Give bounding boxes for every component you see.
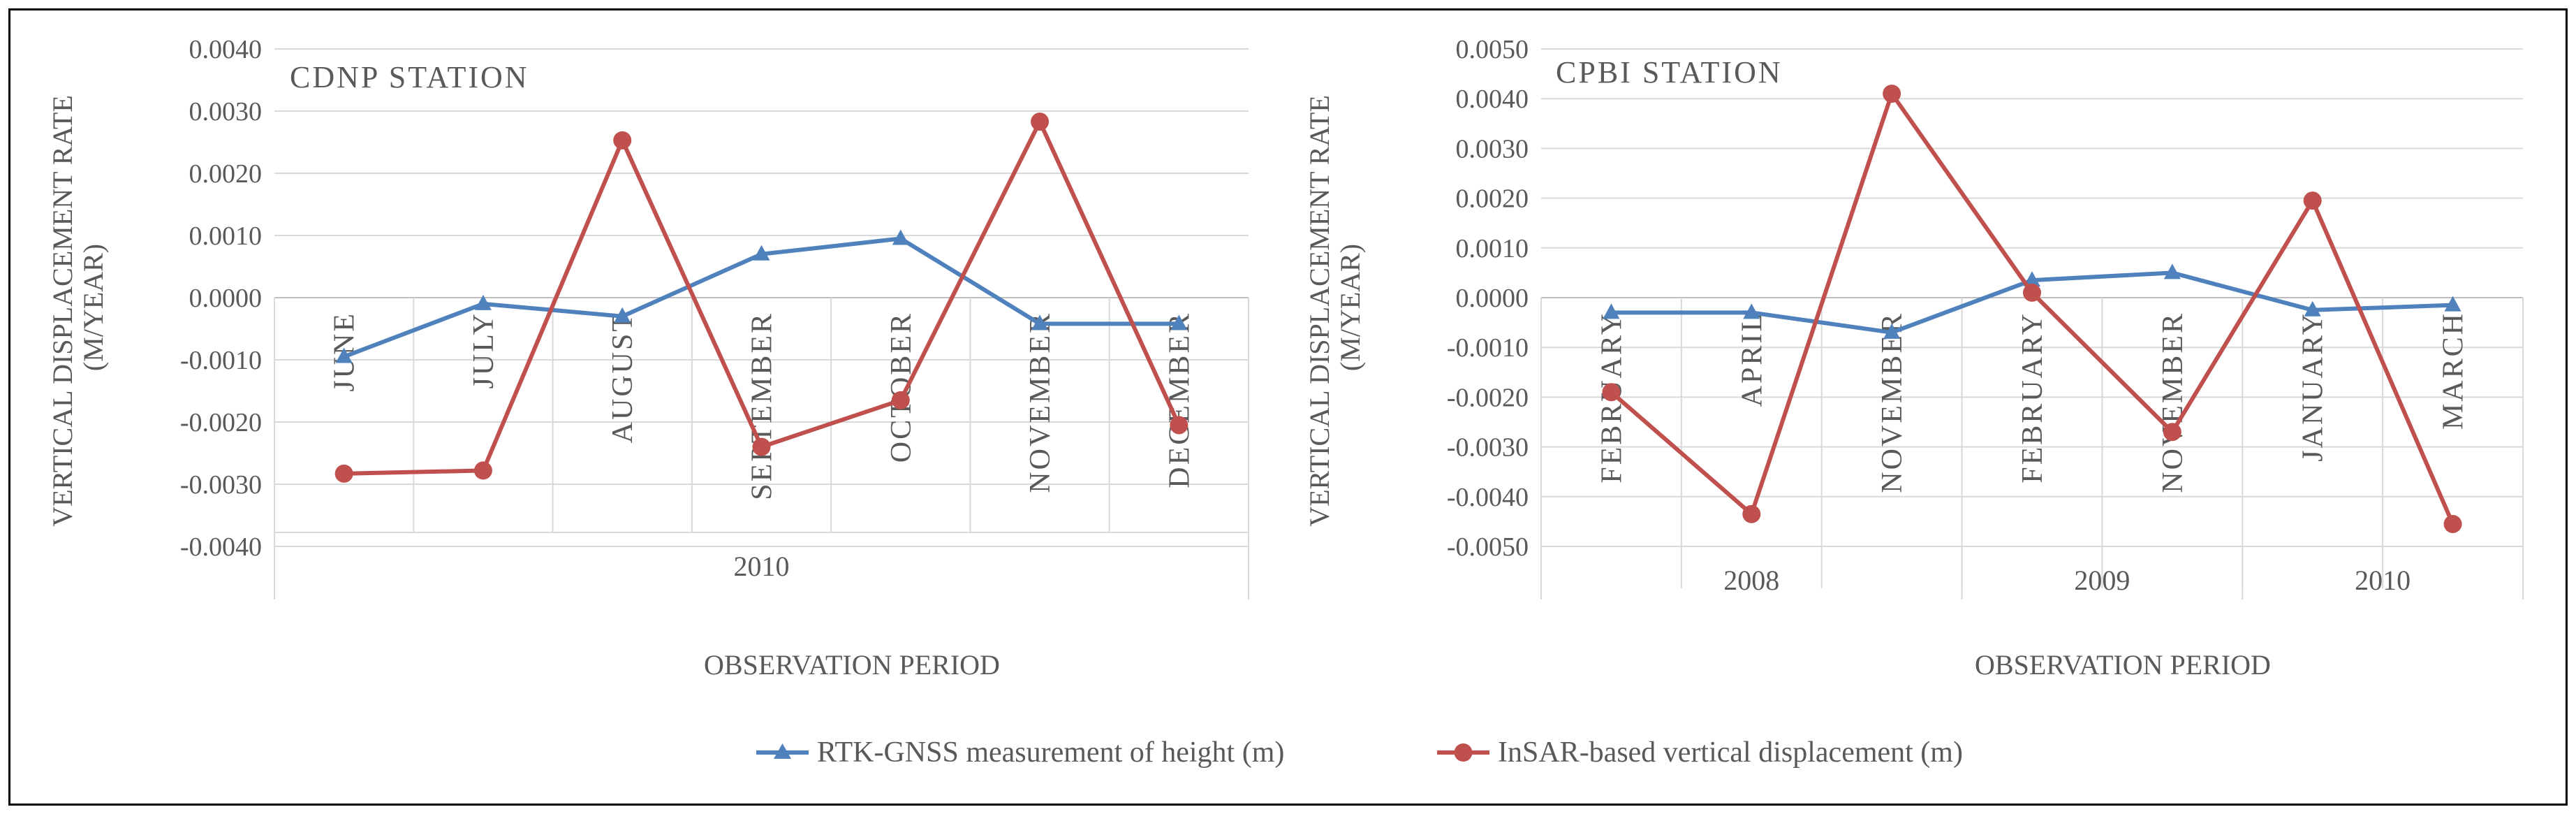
chart1-plot: -0.0040 -0.0030 -0.0020 -0.0010 0.0000 0.0010… [180, 35, 1249, 599]
chart1-series-2-point [613, 131, 632, 150]
chart2-category-label: JANUARY [2297, 312, 2330, 462]
chart1-series-1-point [1170, 314, 1188, 330]
legend-rtk-label: RTK-GNSS measurement of height (m) [817, 736, 1284, 769]
chart1-series-2-point [1031, 112, 1050, 131]
chart2-ytick-label: -0.0040 [1447, 483, 1529, 512]
chart2-series-1-point [2304, 300, 2321, 317]
chart1-category-label: JULY [468, 312, 500, 388]
figure-frame [8, 8, 2568, 806]
chart1-category-label: OCTOBER [885, 312, 918, 463]
chart2-title: CPBI STATION [1556, 55, 1783, 89]
chart1-ylabel-text: VERTICAL DISPLACEMENT RATE [47, 95, 78, 527]
chart2-ytick-label: 0.0000 [1456, 284, 1529, 313]
chart2-series-2-point [2163, 423, 2181, 442]
chart1-ytick-label: -0.0040 [180, 532, 262, 562]
chart1-ytick-label: 0.0020 [189, 159, 263, 189]
chart2-series-2-point [2023, 283, 2041, 302]
chart1-series-2-point [473, 461, 492, 480]
chart1-ylabel-unit: (M/YEAR) [78, 244, 109, 371]
chart1-series-1-point [614, 307, 631, 323]
chart2-group-label: 2008 [1723, 565, 1779, 596]
chart1-ytick-label: -0.0020 [180, 408, 262, 437]
chart2-ytick-label: 0.0030 [1456, 134, 1529, 163]
chart1-group-label: 2010 [734, 551, 790, 582]
legend-rtk-marker [774, 743, 791, 759]
chart1-series-1-point [1031, 314, 1049, 330]
chart1-series-1-point [474, 294, 492, 310]
chart1-ytick-label: 0.0030 [189, 97, 263, 126]
chart2-series-1-point [2444, 296, 2461, 312]
chart2-ytick-label: 0.0050 [1456, 35, 1529, 64]
chart2-ytick-label: 0.0020 [1456, 184, 1529, 214]
chart1-category-label: NOVEMBER [1024, 312, 1057, 493]
chart2-series-2-point [2303, 191, 2322, 210]
chart1-category-label: AUGUST [607, 312, 639, 443]
chart2-ytick-label: -0.0010 [1447, 333, 1529, 363]
chart2-category-label: APRIL [1736, 312, 1768, 407]
chart1-ytick-label: -0.0010 [180, 346, 262, 375]
chart2-series-1-point [2163, 263, 2181, 279]
chart2-series-1-point [1743, 303, 1760, 319]
chart1-series-2-point [752, 437, 771, 456]
chart2-ylabel-unit: (M/YEAR) [1334, 244, 1366, 371]
chart2-series-1-point [2024, 271, 2040, 287]
chart2-ytick-label: -0.0050 [1447, 532, 1529, 562]
chart2-series-1-point [1603, 303, 1620, 319]
chart1-series-1-point [335, 347, 353, 363]
chart1-series-1-point [753, 245, 770, 261]
chart1-title: CDNP STATION [290, 60, 529, 94]
legend: RTK-GNSS measurement of height (m) InSAR… [756, 736, 1963, 769]
chart2-group-label: 2009 [2074, 565, 2130, 596]
chart2-series-2-point [2443, 514, 2462, 533]
chart2-ylabel-text: VERTICAL DISPLACEMENT RATE [1304, 95, 1335, 527]
chart1-series-2-point [891, 391, 910, 409]
chart2-ylabel: VERTICAL DISPLACEMENT RATE (M/YEAR) [1304, 88, 1366, 527]
chart2-xlabel: OBSERVATION PERIOD [1975, 649, 2271, 681]
legend-insar-label: InSAR-based vertical displacement (m) [1498, 736, 1963, 769]
chart1-category-label: SEPTEMBER [746, 312, 779, 500]
chart2-ytick-label: -0.0020 [1447, 383, 1529, 412]
chart1-series-1-point [892, 229, 909, 245]
chart2-series-2-point [1742, 504, 1761, 523]
chart2-category-label: NOVEMBER [2157, 312, 2189, 493]
chart2-series-2-point [1602, 383, 1621, 402]
chart2-plot: -0.0050 -0.0040 -0.0030 -0.0020 -0.0010 0.000… [1447, 35, 2524, 599]
chart1-ytick-label: 0.0010 [189, 221, 263, 251]
chart2-category-label: MARCH [2438, 312, 2470, 430]
chart2-ytick-label: 0.0040 [1456, 85, 1529, 114]
chart1-series-2-point [1170, 416, 1188, 435]
chart1-series-2-point [334, 464, 353, 483]
chart2-group-label: 2010 [2355, 565, 2411, 596]
chart1-ytick-label: 0.0000 [189, 284, 263, 313]
chart1-ylabel: VERTICAL DISPLACEMENT RATE (M/YEAR) [47, 88, 109, 527]
chart2-category-label: FEBRUARY [2017, 312, 2049, 484]
chart1-ytick-label: -0.0030 [180, 470, 262, 500]
chart2-series-1-point [1883, 323, 1901, 339]
chart2-series-2-point [1883, 85, 1901, 103]
chart1-ytick-label: 0.0040 [189, 35, 263, 64]
chart2-ytick-label: 0.0010 [1456, 234, 1529, 263]
legend-insar-marker [1454, 743, 1473, 762]
chart2-ytick-label: -0.0030 [1447, 433, 1529, 463]
chart1-xlabel: OBSERVATION PERIOD [704, 649, 1000, 681]
chart2-category-label: NOVEMBER [1876, 312, 1908, 493]
